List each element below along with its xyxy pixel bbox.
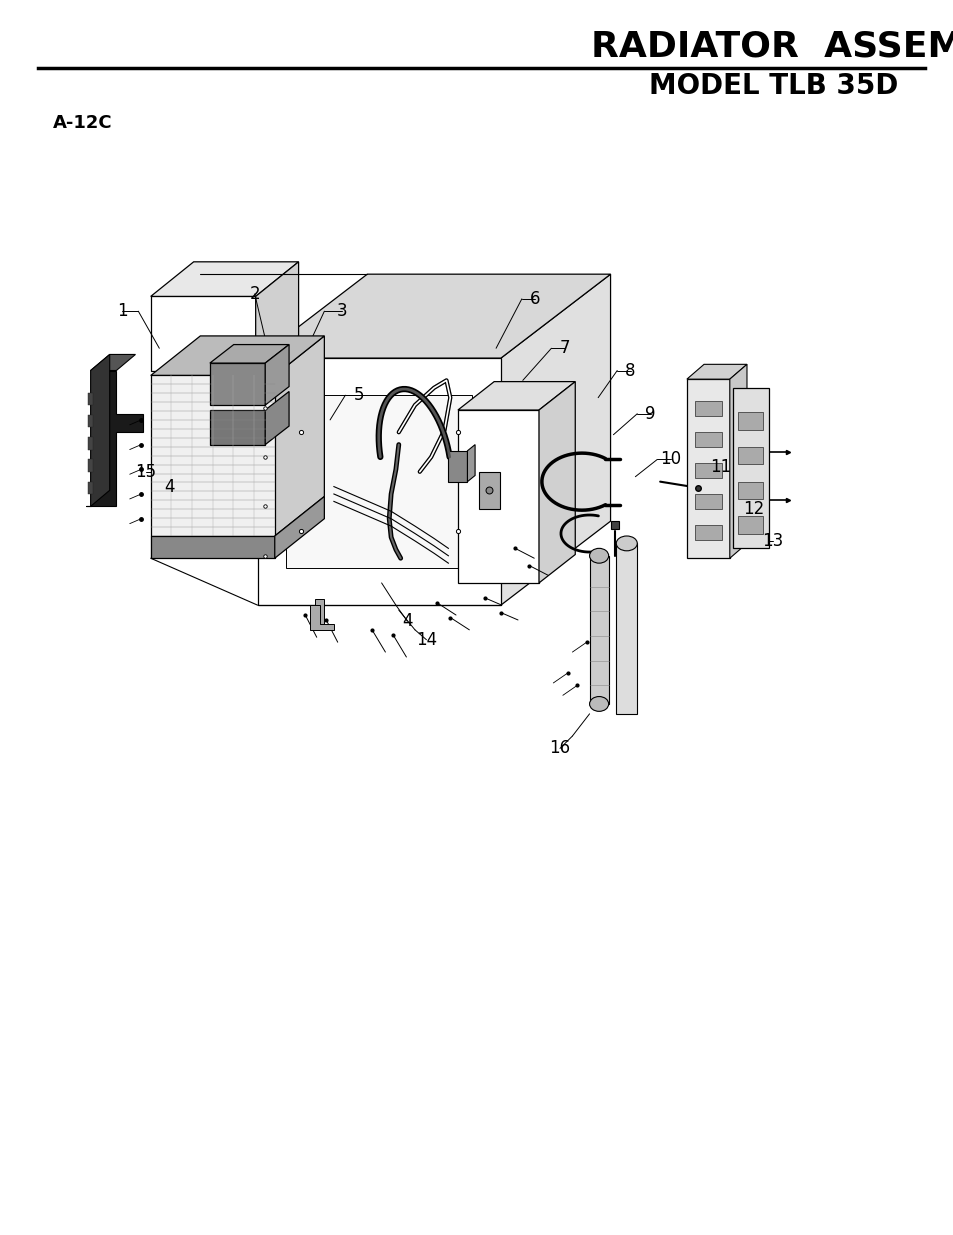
Polygon shape [448,451,467,482]
Text: 7: 7 [558,340,570,357]
Polygon shape [732,388,768,548]
Text: RADIATOR  ASSEMBLY: RADIATOR ASSEMBLY [591,30,953,64]
Text: 11: 11 [710,458,731,475]
Polygon shape [457,382,575,410]
Text: A-12C: A-12C [52,115,112,132]
Polygon shape [738,516,762,534]
Polygon shape [210,345,289,363]
Polygon shape [686,364,746,379]
Polygon shape [210,363,265,405]
Polygon shape [738,482,762,499]
Polygon shape [694,463,721,478]
Polygon shape [694,432,721,447]
Text: 16: 16 [549,740,570,757]
Ellipse shape [589,697,608,711]
Polygon shape [314,599,324,624]
Polygon shape [88,459,93,472]
Text: 12: 12 [742,500,763,517]
Polygon shape [500,274,610,605]
Polygon shape [589,556,608,704]
Polygon shape [88,437,93,450]
Polygon shape [151,536,274,558]
Text: 3: 3 [335,303,347,320]
Polygon shape [467,445,475,482]
Polygon shape [257,274,610,358]
Polygon shape [88,393,93,405]
Polygon shape [729,364,746,558]
Polygon shape [694,525,721,540]
Polygon shape [86,370,143,506]
Polygon shape [151,296,255,370]
Text: 10: 10 [659,451,680,468]
Polygon shape [274,336,324,536]
Polygon shape [151,262,298,296]
Text: 2: 2 [249,285,260,303]
Polygon shape [274,496,324,558]
Text: MODEL TLB 35D: MODEL TLB 35D [648,73,897,100]
Polygon shape [91,354,110,506]
Polygon shape [210,410,265,445]
Polygon shape [694,401,721,416]
Text: 5: 5 [353,387,364,404]
Text: 15: 15 [135,463,156,480]
Polygon shape [457,410,538,583]
Polygon shape [88,415,93,427]
Polygon shape [686,379,729,558]
Polygon shape [738,447,762,464]
Polygon shape [616,543,637,714]
Ellipse shape [616,536,637,551]
Polygon shape [151,336,324,375]
Text: 1: 1 [116,303,128,320]
Polygon shape [310,605,334,630]
Polygon shape [694,494,721,509]
Text: 4: 4 [164,478,175,495]
Polygon shape [255,262,298,370]
Polygon shape [257,358,500,605]
Polygon shape [538,382,575,583]
Polygon shape [151,375,274,536]
Text: 4: 4 [401,613,413,630]
Polygon shape [286,395,472,568]
Ellipse shape [589,548,608,563]
Text: 13: 13 [761,532,782,550]
Polygon shape [265,391,289,445]
Text: 6: 6 [529,290,540,308]
Text: 9: 9 [644,405,656,422]
Polygon shape [738,412,762,430]
Polygon shape [91,354,135,370]
Polygon shape [478,472,499,509]
Polygon shape [88,482,93,494]
Polygon shape [265,345,289,405]
Text: 14: 14 [416,631,436,648]
Text: 8: 8 [624,362,636,379]
